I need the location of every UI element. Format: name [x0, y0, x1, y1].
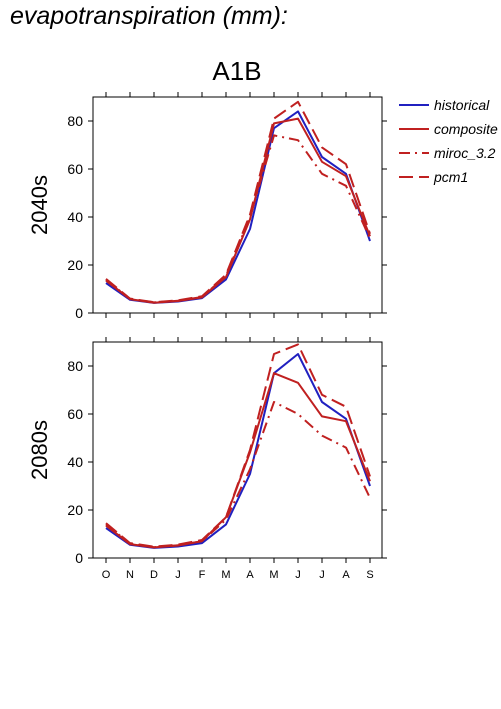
x-tick-label: S — [366, 569, 373, 581]
x-tick-label: A — [342, 569, 350, 581]
x-tick-label: A — [246, 569, 254, 581]
y-tick-label: 0 — [75, 305, 83, 321]
series-line-composite — [105, 117, 371, 304]
legend-label-historical: historical — [434, 97, 490, 113]
row-label: 2040s — [27, 175, 52, 235]
legend: historical composite miroc_3.2 pcm1 — [399, 97, 498, 185]
y-tick-label: 60 — [67, 406, 83, 422]
plot-frame — [92, 96, 383, 314]
series-line-composite — [105, 372, 371, 549]
y-tick-label: 0 — [75, 550, 83, 566]
y-tick-label: 20 — [67, 502, 83, 518]
series-line-pcm1 — [105, 343, 371, 548]
y-tick-label: 20 — [67, 257, 83, 273]
y-tick-label: 40 — [67, 454, 83, 470]
x-tick-label: N — [126, 569, 134, 581]
panel-2040s: 0 20 40 60 80 2040s — [27, 92, 387, 321]
x-tick-label: J — [175, 569, 181, 581]
panel-2080s: 0 20 40 60 80 O N D J F M A M J J A S 2080s — [27, 337, 387, 581]
legend-label-miroc_3.2: miroc_3.2 — [434, 145, 496, 161]
legend-label-pcm1: pcm1 — [433, 169, 468, 185]
y-tick-label: 80 — [67, 358, 83, 374]
series-line-pcm1 — [105, 100, 371, 304]
series-line-miroc_3.2 — [105, 134, 371, 304]
scenario-label: A1B — [212, 56, 261, 86]
legend-label-composite: composite — [434, 121, 498, 137]
x-tick-label: J — [295, 569, 301, 581]
series-line-miroc_3.2 — [105, 401, 371, 549]
x-tick-label: M — [269, 569, 278, 581]
x-tick-label: M — [221, 569, 230, 581]
y-tick-label: 80 — [67, 113, 83, 129]
plot-frame — [92, 341, 383, 559]
series-line-historical — [105, 353, 371, 549]
x-tick-label: O — [102, 569, 111, 581]
row-label: 2080s — [27, 420, 52, 480]
y-tick-label: 60 — [67, 161, 83, 177]
x-tick-label: F — [199, 569, 206, 581]
x-tick-label: J — [319, 569, 325, 581]
x-tick-label: D — [150, 569, 158, 581]
series-line-historical — [105, 110, 371, 304]
y-tick-label: 40 — [67, 209, 83, 225]
figure-title: evapotranspiration (mm): — [10, 2, 288, 30]
